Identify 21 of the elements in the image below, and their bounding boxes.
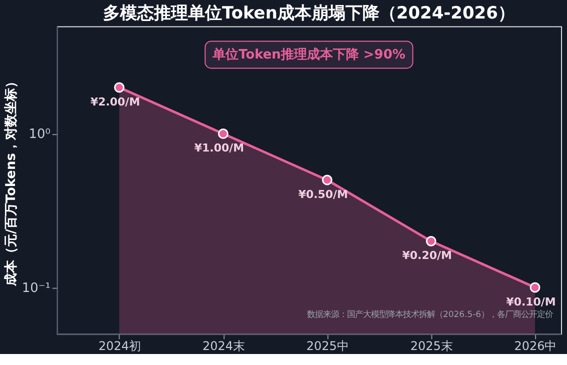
text: ¥0.20/M [402, 249, 452, 262]
point [530, 282, 540, 293]
point [322, 174, 332, 186]
annotation: 数据来源：国产大模型降本技术拆解（2026.5-6），各厂商公开定价 [306, 308, 554, 319]
point [218, 128, 228, 139]
x-tick-label: 2024末 [202, 339, 245, 354]
chart-title: 多模态推理单位Token成本崩塌下降（2024-2026） [103, 3, 515, 24]
point [426, 236, 436, 246]
annotation: 单位Token推理成本下降 >90% [212, 46, 406, 63]
text: ¥0.10/M [506, 295, 556, 308]
x-tick-label: 2025中 [306, 339, 349, 354]
y-axis-title: 成本（元/百万Tokens，对数坐标） [2, 75, 19, 287]
y-tick-label: 10⁰ [28, 127, 50, 142]
text: ¥2.00/M [90, 95, 140, 108]
text: ¥1.00/M [194, 142, 244, 155]
x-tick-label: 2025末 [410, 339, 453, 354]
point [114, 82, 124, 93]
text: ¥0.50/M [298, 188, 348, 201]
x-tick-label: 2024初 [98, 339, 141, 354]
x-tick-label: 2026中 [514, 339, 557, 354]
y-tick-label: 10⁻¹ [22, 280, 50, 296]
